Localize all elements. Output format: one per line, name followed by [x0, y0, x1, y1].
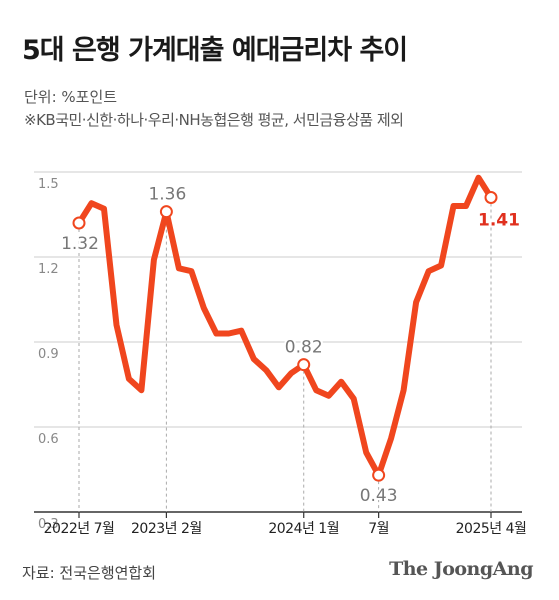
- data-point: [278, 387, 279, 388]
- data-point: [441, 265, 442, 266]
- source-note: 자료: 전국은행연합회: [22, 564, 157, 582]
- data-point: [241, 330, 242, 331]
- y-tick-label: 1.5: [38, 177, 59, 192]
- x-tick-label: 2025년 4월: [456, 521, 527, 537]
- y-tick-label: 0.3: [38, 517, 59, 532]
- data-label: 1.36: [148, 185, 186, 205]
- footnote: ※KB국민·신한·하나·우리·NH농협은행 평균, 서민금융상품 제외: [24, 111, 404, 129]
- data-point: [291, 373, 292, 374]
- brand-logo: The JoongAng: [389, 558, 533, 580]
- data-label: 1.41: [478, 211, 520, 231]
- data-label: 0.43: [360, 486, 398, 506]
- data-point: [316, 390, 317, 391]
- data-point: [91, 203, 92, 204]
- data-point: [453, 206, 454, 207]
- data-label: 1.32: [61, 234, 99, 254]
- data-point: [341, 381, 342, 382]
- data-point: [353, 398, 354, 399]
- data-point: [428, 271, 429, 272]
- data-point: [466, 206, 467, 207]
- data-point: [266, 370, 267, 371]
- unit-note: 단위: %포인트: [24, 88, 118, 106]
- data-point: [328, 395, 329, 396]
- annotation-marker: [297, 358, 311, 372]
- data-point: [128, 378, 129, 379]
- x-tick-label: 7월: [368, 521, 389, 537]
- data-point: [153, 259, 154, 260]
- data-point: [103, 208, 104, 209]
- y-tick-label: 0.9: [38, 347, 59, 362]
- chart-title: 5대 은행 가계대출 예대금리차 추이: [22, 35, 408, 66]
- x-tick-label: 2024년 1월: [268, 521, 339, 537]
- data-point: [478, 177, 479, 178]
- data-point: [253, 359, 254, 360]
- data-point: [403, 390, 404, 391]
- data-point: [216, 333, 217, 334]
- annotation-marker: [159, 205, 173, 219]
- data-point: [191, 271, 192, 272]
- data-point: [366, 452, 367, 453]
- x-tick-label: 2022년 7월: [44, 521, 115, 537]
- annotation-marker: [484, 191, 498, 204]
- x-tick-label: 2023년 2월: [131, 521, 202, 537]
- annotation-marker: [372, 468, 386, 482]
- series-line: [76, 174, 494, 479]
- y-tick-label: 1.2: [38, 262, 59, 277]
- data-point: [141, 390, 142, 391]
- annotation-marker: [72, 216, 86, 230]
- data-label: 0.82: [285, 338, 323, 358]
- data-point: [178, 268, 179, 269]
- data-point: [116, 325, 117, 326]
- data-point: [228, 333, 229, 334]
- data-point: [203, 308, 204, 309]
- data-point: [416, 302, 417, 303]
- data-point: [391, 438, 392, 439]
- y-tick-label: 0.6: [38, 432, 59, 447]
